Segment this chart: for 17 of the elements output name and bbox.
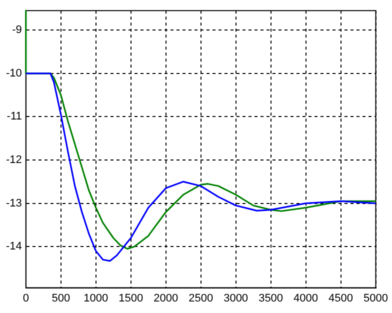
y-tick-label: -13 — [6, 197, 22, 210]
x-tick-label: 1500 — [118, 292, 144, 304]
y-tick-label: -12 — [6, 154, 22, 166]
y-tick-label: -9 — [12, 24, 22, 36]
x-tick-label: 500 — [52, 292, 70, 304]
x-tick-label: 2500 — [188, 292, 214, 304]
y-tick-label: -14 — [6, 240, 22, 253]
x-tick-label: 1000 — [84, 292, 108, 304]
x-tick-label: 4500 — [328, 292, 354, 304]
x-tick-label: 3000 — [224, 292, 248, 304]
x-tick-label: 4000 — [294, 292, 318, 304]
x-tick-label: 5000 — [364, 292, 388, 304]
x-tick-label: 2000 — [154, 292, 178, 304]
y-tick-label: -11 — [6, 110, 22, 123]
y-tick-label: -10 — [6, 67, 22, 80]
x-tick-label: 0 — [22, 292, 29, 304]
x-tick-label: 3500 — [258, 292, 284, 304]
